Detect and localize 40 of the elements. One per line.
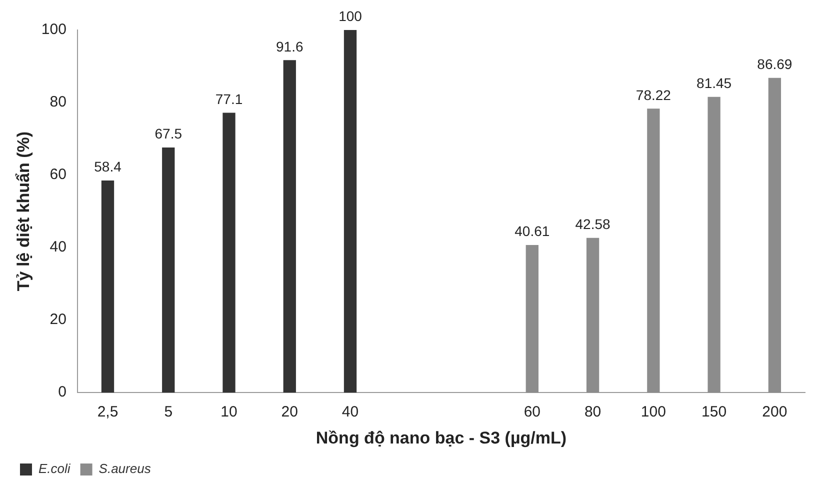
y-tick-label: 40 xyxy=(50,238,66,256)
bar xyxy=(222,112,236,393)
data-label: 78.22 xyxy=(636,86,672,103)
x-tick-label: 10 xyxy=(220,404,238,421)
y-axis-title: Tỷ lệ diệt khuẩn (%) xyxy=(14,131,33,292)
data-label: 81.45 xyxy=(696,75,732,92)
bar xyxy=(708,96,720,393)
x-tick-label: 20 xyxy=(281,404,298,421)
bar xyxy=(101,180,114,393)
y-tick-label: 100 xyxy=(41,21,66,38)
data-label: 86.69 xyxy=(757,56,792,72)
x-tick-label: 100 xyxy=(640,404,666,421)
data-label: 91.6 xyxy=(276,38,304,54)
legend-label: E.coli xyxy=(38,461,72,476)
x-tick-label: 2,5 xyxy=(97,404,118,421)
data-label: 100 xyxy=(338,8,362,24)
x-tick-label: 80 xyxy=(584,404,602,421)
y-tick-label: 80 xyxy=(50,94,66,111)
y-tick-label: 0 xyxy=(58,384,66,401)
x-tick-label: 5 xyxy=(164,404,173,421)
x-tick-label: 150 xyxy=(702,404,727,421)
data-label: 67.5 xyxy=(154,126,182,142)
data-label: 40.61 xyxy=(514,223,550,240)
bar xyxy=(768,78,782,393)
bar xyxy=(647,108,660,393)
y-tick-label: 20 xyxy=(50,311,66,328)
y-tick-label: 60 xyxy=(50,166,66,184)
bar xyxy=(344,30,357,393)
x-tick-label: 200 xyxy=(762,404,788,421)
bar xyxy=(283,60,296,393)
data-label: 58.4 xyxy=(94,158,122,175)
bar xyxy=(586,238,600,393)
bar xyxy=(526,245,538,393)
x-tick-label: 60 xyxy=(524,404,541,421)
x-tick-label: 40 xyxy=(342,404,359,421)
data-label: 77.1 xyxy=(215,90,243,107)
data-label: 42.58 xyxy=(575,216,611,232)
x-axis-title: Nồng độ nano bạc - S3 (µg/mL) xyxy=(316,428,567,448)
legend-label: S.aureus xyxy=(98,461,152,476)
bar xyxy=(162,148,175,393)
